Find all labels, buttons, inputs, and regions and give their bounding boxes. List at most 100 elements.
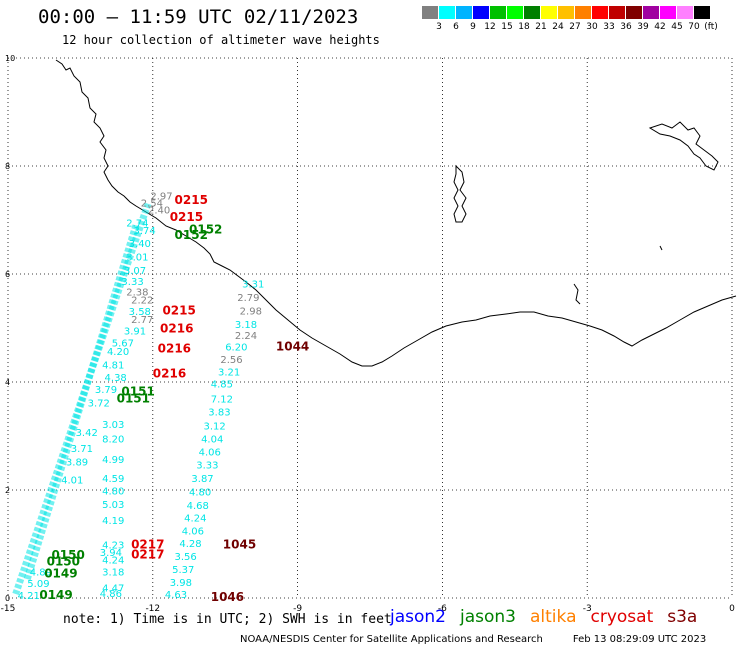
wave-height-label: 6.20 xyxy=(225,343,247,354)
wave-height-label: 4.81 xyxy=(102,361,124,372)
wave-height-label: 4.24 xyxy=(184,513,206,524)
wave-height-label: 2.24 xyxy=(235,331,257,342)
pass-time-label: 0216 xyxy=(158,341,191,355)
wave-height-label: 4.68 xyxy=(187,501,209,512)
color-swatch xyxy=(456,6,473,19)
wave-height-label: 3.01 xyxy=(126,253,148,264)
color-legend-label: 30 xyxy=(586,22,598,32)
wave-height-label: 4.04 xyxy=(201,434,223,445)
page-title: 00:00 – 11:59 UTC 02/11/2023 xyxy=(38,6,359,28)
wave-height-label: 4.06 xyxy=(199,447,221,458)
color-legend-label: 18 xyxy=(518,22,530,32)
wave-height-label: 2.38 xyxy=(126,288,148,299)
color-legend-label: 12 xyxy=(484,22,496,32)
pass-time-label: 0217 xyxy=(131,537,164,551)
pass-time-label: 0151 xyxy=(121,385,154,399)
color-swatch xyxy=(473,6,490,19)
wave-height-label: 2.40 xyxy=(148,206,170,217)
x-tick-label: -12 xyxy=(145,604,160,614)
pass-time-label: 0149 xyxy=(44,566,77,580)
color-swatch xyxy=(626,6,643,19)
wave-height-label: 4.86 xyxy=(100,589,122,600)
wave-height-label: 3.98 xyxy=(170,578,192,589)
x-tick-label: -3 xyxy=(583,604,592,614)
y-tick-label: 4 xyxy=(5,378,10,387)
wave-height-label: 3.56 xyxy=(175,552,197,563)
satellite-jason3: jason3 xyxy=(460,607,516,627)
coastline-west-africa xyxy=(55,59,737,367)
y-tick-label: 10 xyxy=(5,54,15,63)
color-swatch xyxy=(524,6,541,19)
footer-note: note: 1) Time is in UTC; 2) SWH is in fe… xyxy=(63,612,392,627)
wave-height-label: 4.23 xyxy=(102,540,124,551)
y-tick-label: 2 xyxy=(5,486,10,495)
wave-height-label: 4.20 xyxy=(107,347,129,358)
color-legend-label: 15 xyxy=(501,22,513,32)
wave-height-label: 2.98 xyxy=(240,307,262,318)
wave-height-label: 3.12 xyxy=(203,422,225,433)
wave-height-label: 3.18 xyxy=(235,320,257,331)
coastline xyxy=(55,59,737,367)
wave-height-label: 4.28 xyxy=(179,539,201,550)
wave-height-label: 2.74 xyxy=(126,218,148,229)
map-grid xyxy=(7,57,733,599)
wave-height-label: 3.72 xyxy=(88,398,110,409)
wave-height-label: 4.24 xyxy=(102,555,124,566)
pass-time-label: 0216 xyxy=(153,367,186,381)
wave-height-label: 4.19 xyxy=(102,516,124,527)
pass-time-label: 0215 xyxy=(175,193,208,207)
color-swatch xyxy=(694,6,711,19)
wave-height-label: 3.07 xyxy=(124,266,146,277)
wave-height-label: 2.22 xyxy=(131,296,153,307)
pass-time-label: 0216 xyxy=(160,321,193,335)
wave-height-label: 3.21 xyxy=(218,368,240,379)
wave-height-label: 4.59 xyxy=(102,474,124,485)
pass-time-label: 0215 xyxy=(162,304,195,318)
color-legend-label: (ft) xyxy=(704,22,718,32)
color-swatch xyxy=(592,6,609,19)
color-swatch xyxy=(609,6,626,19)
x-tick-label: -9 xyxy=(293,604,302,614)
pass-time-label: 0152 xyxy=(175,228,208,242)
color-swatch xyxy=(558,6,575,19)
y-tick-label: 6 xyxy=(5,270,10,279)
credit-text: NOAA/NESDIS Center for Satellite Applica… xyxy=(240,634,543,645)
pass-time-label: 0217 xyxy=(131,548,164,562)
color-legend-label: 6 xyxy=(453,22,459,32)
wave-height-label: 4.89 xyxy=(30,567,52,578)
wave-height-label: 2.97 xyxy=(150,191,172,202)
pass-time-label: 0149 xyxy=(39,588,72,602)
color-swatch xyxy=(541,6,558,19)
color-swatch xyxy=(660,6,677,19)
satellite-altika: altika xyxy=(530,607,577,627)
axis-ticks: -15 -12 -9 -6 -3 0 0 2 4 6 8 10 xyxy=(1,54,735,614)
y-tick-label: 8 xyxy=(5,162,10,171)
wave-height-label: 3.87 xyxy=(191,474,213,485)
pass-time-label: 0150 xyxy=(47,555,80,569)
color-legend-label: 39 xyxy=(637,22,649,32)
color-legend-label: 27 xyxy=(569,22,581,32)
ground-track xyxy=(23,224,140,581)
wave-height-label: 3.58 xyxy=(129,307,151,318)
color-swatch xyxy=(490,6,507,19)
color-legend-label: 21 xyxy=(535,22,547,32)
satellite-jason2: jason2 xyxy=(390,607,446,627)
wave-height-label: 4.21 xyxy=(18,591,40,602)
satellite-cryosat: cryosat xyxy=(590,607,654,627)
x-tick-label: 0 xyxy=(729,604,735,614)
y-tick-label: 0 xyxy=(5,594,10,603)
coastline-lagoon xyxy=(573,283,581,305)
wave-height-label: 3.89 xyxy=(66,458,88,469)
wave-height-label: 3.40 xyxy=(129,239,151,250)
wave-height-label: 4.99 xyxy=(102,455,124,466)
x-tick-label: -6 xyxy=(438,604,447,614)
observation-labels: 2.972.542.402.743.743.403.013.073.332.38… xyxy=(11,191,264,602)
color-legend-label: 42 xyxy=(654,22,666,32)
wave-height-label: 3.18 xyxy=(102,567,124,578)
wave-height-label: 5.09 xyxy=(27,579,49,590)
color-swatch xyxy=(439,6,456,19)
wave-height-label: 2.79 xyxy=(237,293,259,304)
wave-height-label: 3.33 xyxy=(196,460,218,471)
color-legend xyxy=(422,6,711,19)
wave-height-label: 7.12 xyxy=(211,395,233,406)
